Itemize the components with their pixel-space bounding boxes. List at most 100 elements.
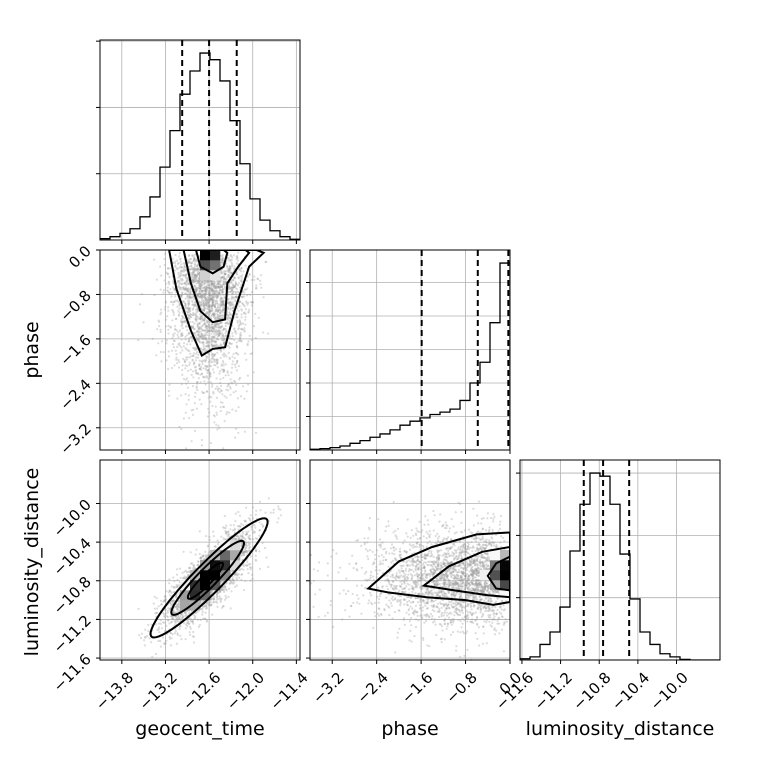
scatter-point [231,301,234,304]
scatter-point [199,367,202,370]
scatter-point [225,277,228,281]
scatter-point [235,283,238,286]
scatter-point [215,595,218,598]
scatter-point [235,287,238,291]
scatter-point [223,590,226,594]
scatter-point [226,316,229,319]
scatter-point [187,290,190,294]
scatter-point [192,641,196,644]
scatter-point [190,296,194,299]
scatter-point [213,295,216,298]
scatter-point [229,393,232,396]
scatter-point [147,630,150,633]
scatter-point [188,290,191,293]
scatter-point [229,258,232,261]
scatter-point [217,285,220,288]
scatter-point [139,636,143,640]
scatter-point [174,611,177,614]
scatter-point [160,340,164,343]
scatter-point [178,342,181,345]
scatter-point [169,615,172,618]
scatter-point [208,604,211,607]
scatter-point [211,330,214,333]
scatter-point [174,349,177,352]
scatter-point [259,509,262,512]
scatter-point [161,611,164,615]
scatter-point [209,375,212,378]
scatter-point [189,297,192,300]
scatter-point [168,578,171,581]
scatter-point [216,333,219,336]
scatter-point [175,267,178,270]
scatter-point [211,355,214,358]
scatter-point [207,301,210,304]
scatter-point [238,378,241,381]
scatter-point [204,280,207,284]
scatter-point [212,390,215,394]
scatter-point [247,301,250,304]
scatter-point [183,577,186,580]
scatter-point [208,373,211,376]
scatter-point [247,383,250,386]
scatter-point [231,286,234,289]
scatter-point [173,339,176,342]
scatter-point [255,287,258,290]
scatter-point [215,324,218,327]
scatter-point [182,287,185,290]
scatter-point [231,256,234,259]
scatter-point [185,287,188,291]
scatter-point [192,325,195,328]
scatter-point [222,376,225,379]
scatter-point [204,307,207,310]
scatter-point [226,371,229,374]
scatter-point [207,353,210,356]
scatter-point [239,275,242,278]
scatter-point [216,302,219,305]
scatter-point [190,293,193,296]
scatter-point [181,373,184,376]
scatter-point [200,444,204,447]
scatter-point [258,529,261,532]
scatter-point [257,316,260,319]
scatter-point [213,597,216,601]
scatter-point [193,267,196,270]
scatter-point [201,334,204,337]
scatter-point [184,302,187,305]
scatter-point [215,295,218,298]
scatter-point [219,280,222,283]
scatter-point [224,329,228,332]
panel-content [100,460,300,660]
scatter-point [203,309,206,312]
scatter-point [211,279,214,282]
scatter-point [198,292,201,296]
scatter-point [212,304,215,307]
scatter-point [167,309,170,312]
scatter-point [170,604,173,607]
scatter-point [225,582,228,585]
scatter-point [164,305,167,308]
scatter-point [198,326,201,329]
scatter-point [203,319,206,322]
scatter-point [170,632,173,635]
scatter-point [208,305,211,308]
scatter-point [177,603,180,606]
scatter-point [188,617,191,620]
scatter-point [218,292,221,295]
scatter-point [194,312,197,315]
scatter-point [188,317,191,321]
scatter-point [207,326,210,329]
scatter-point [211,291,214,294]
scatter-point [158,325,161,328]
scatter-point [227,302,230,305]
scatter-point [177,271,180,274]
scatter-point [207,340,210,343]
scatter-point [203,296,206,299]
scatter-point [185,287,189,290]
scatter-point [189,618,192,621]
scatter-point [163,613,166,616]
scatter-point [216,344,219,347]
scatter-point [223,303,226,306]
scatter-point [167,389,170,393]
tick-label-x: −10.0 [647,669,692,714]
scatter-point [168,267,171,270]
